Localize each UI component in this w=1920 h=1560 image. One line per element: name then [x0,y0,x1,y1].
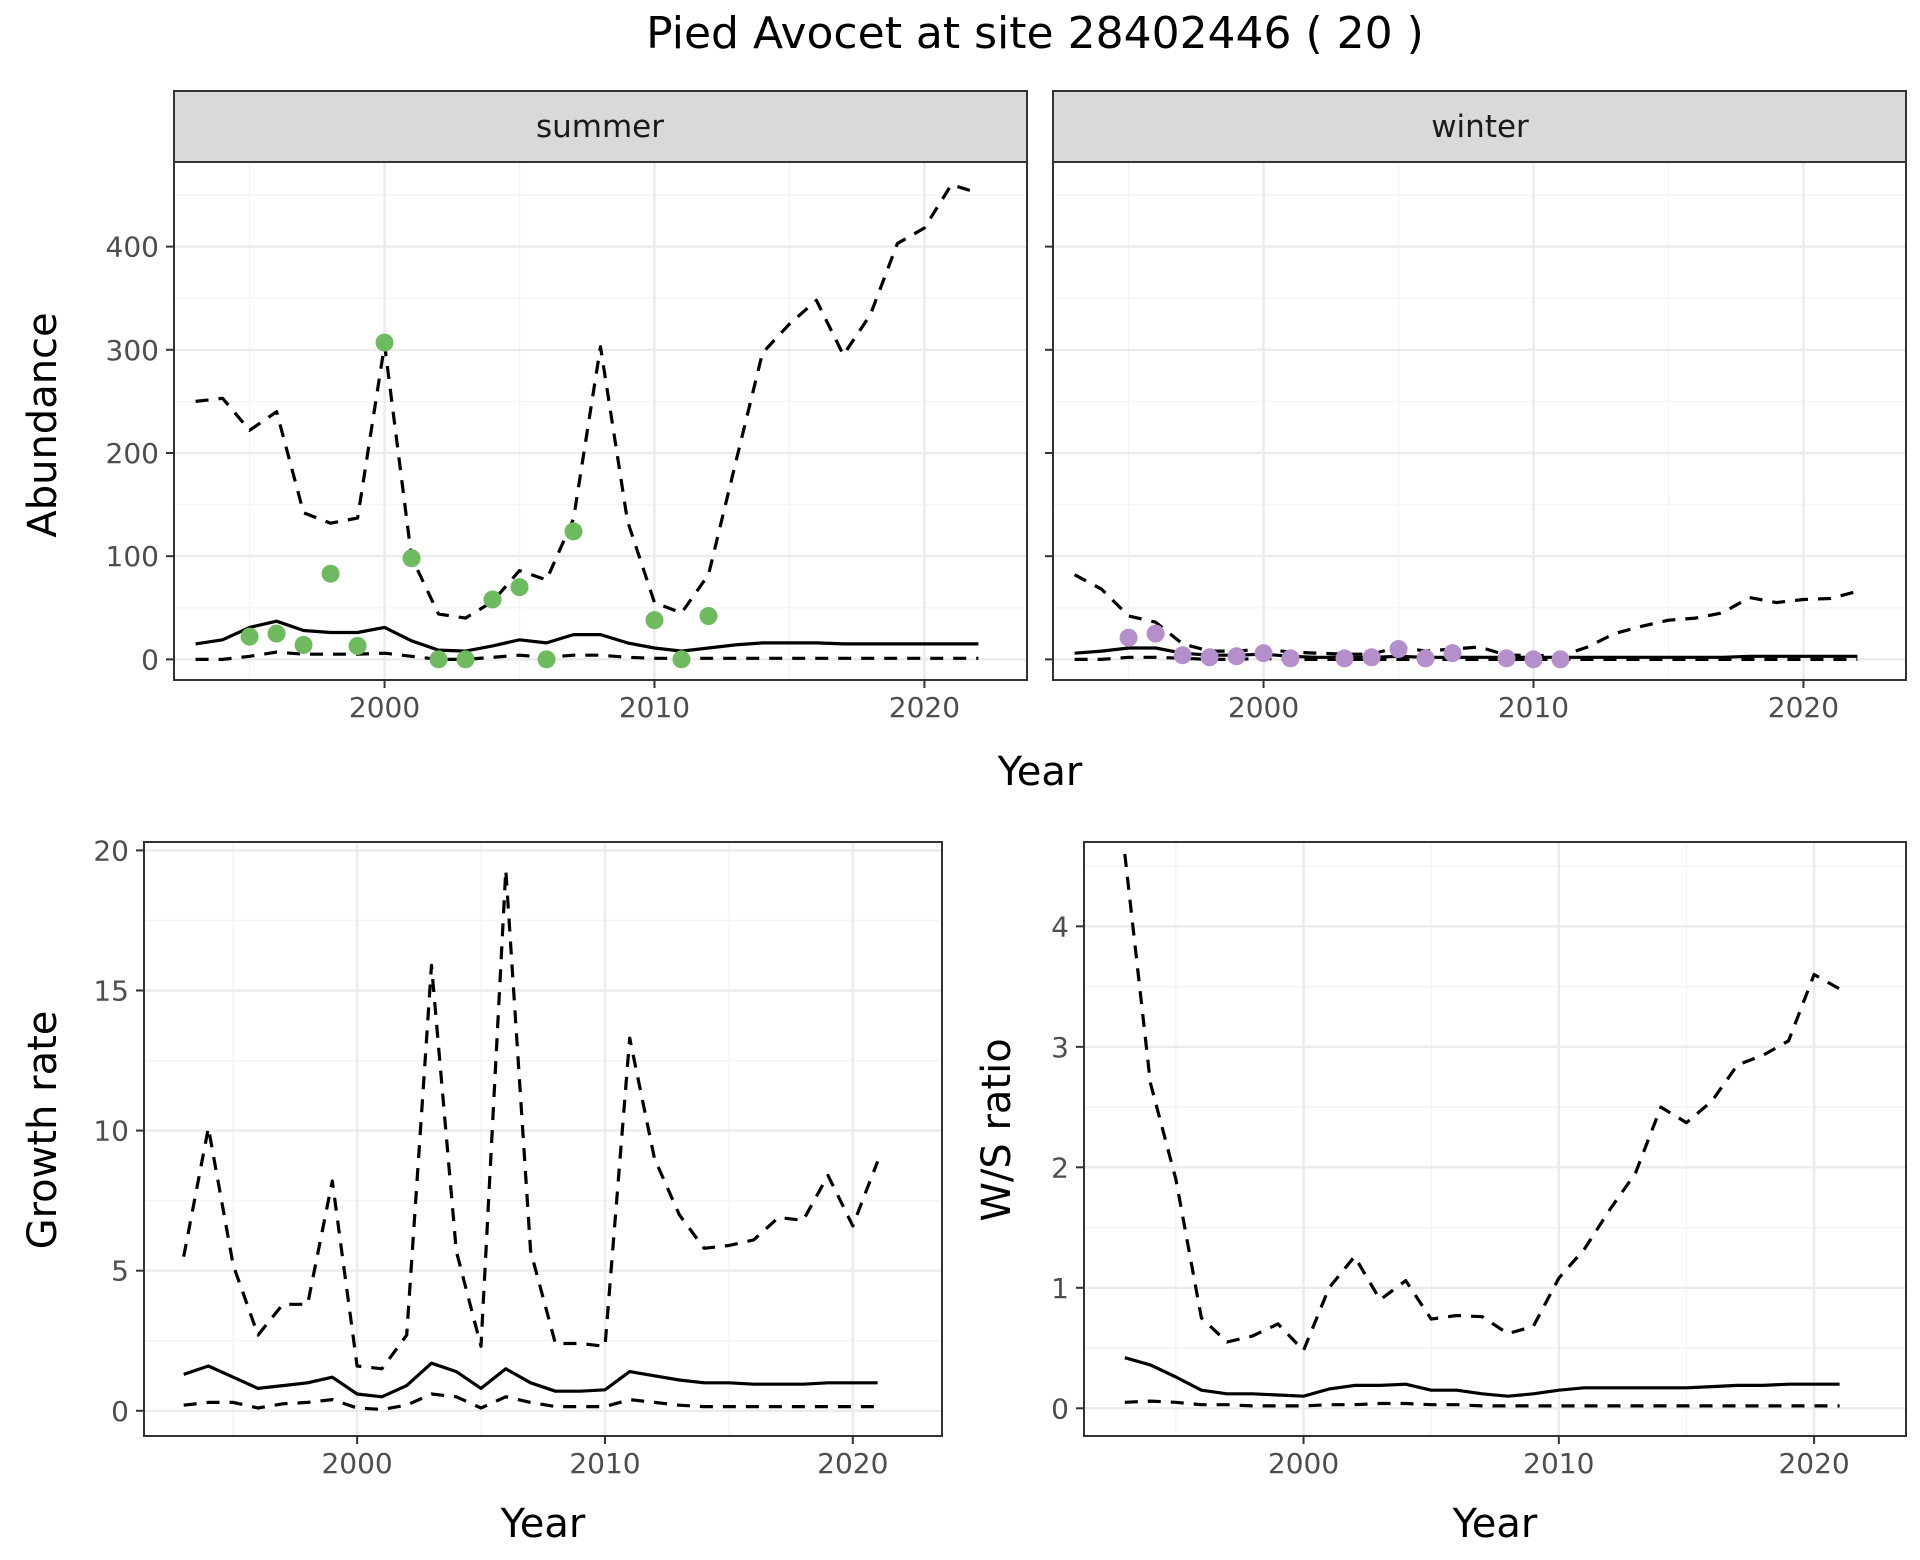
y-tick-label: 200 [106,437,159,470]
data-point [1416,649,1435,668]
data-point [672,650,691,669]
y-tick-label: 2 [1051,1151,1069,1184]
x-tick-label: 2000 [1268,1447,1339,1480]
upper-bound-line [1073,573,1858,658]
data-point [1551,650,1570,669]
data-point [348,636,367,655]
y-tick-label: 0 [141,643,159,676]
y-tick-label: 15 [93,975,129,1008]
mean-line [1124,1356,1840,1398]
y-axis-title-abundance: Abundance [20,312,66,537]
panel-border [1052,161,1907,681]
data-point [1254,644,1273,663]
data-point [1146,624,1165,643]
plot-background [1053,162,1906,680]
data-point [294,635,313,654]
mean-line [195,619,979,653]
data-point [402,549,421,568]
data-point [1227,647,1246,666]
data-point [510,578,529,597]
strip-label-winter: winter [1431,109,1529,145]
strip-summer [173,90,1028,163]
x-tick-label: 2020 [1778,1447,1849,1480]
y-tick-label: 5 [111,1255,129,1288]
data-point [645,611,664,630]
data-point [1335,649,1354,668]
y-tick-label: 3 [1051,1031,1069,1064]
lower-bound-line [183,1392,878,1411]
data-point [564,522,583,541]
x-tick-label: 2000 [349,691,420,724]
panel-border [173,161,1028,681]
lower-bound-line [195,650,979,661]
data-point [429,650,448,669]
lower-bound-line [1124,1399,1840,1408]
chart-title: Pied Avocet at site 28402446 ( 20 ) [646,8,1424,59]
data-point [240,627,259,646]
data-point [267,624,286,643]
x-axis-title-ws-ratio: Year [1452,1501,1538,1547]
x-axis-title-growth-rate: Year [500,1501,586,1547]
upper-bound-line [195,183,979,620]
x-tick-label: 2000 [321,1447,392,1480]
panel-growth-rate: Growth rate Year 2000 2010 2020 0 5 10 15 20 [20,834,943,1547]
y-axis-title-growth-rate: Growth rate [20,1011,66,1250]
y-tick-label: 4 [1051,910,1069,943]
data-point [1119,628,1138,647]
upper-bound-line [182,868,880,1371]
y-tick-label: 10 [93,1115,129,1148]
data-point [537,650,556,669]
x-tick-label: 2010 [569,1447,640,1480]
data-point [321,564,340,583]
x-tick-label: 2000 [1228,691,1299,724]
panel-ws-ratio: W/S ratio Year 2000 2010 2020 0 1 2 3 4 [974,841,1907,1547]
plot-background [174,162,1027,680]
y-tick-label: 20 [93,834,129,867]
data-point [1389,640,1408,659]
x-tick-label: 2010 [619,691,690,724]
panel-abundance-summer: summer Abundance 2000 2010 2020 0 100 200 300 4… [20,90,1028,724]
y-tick-label: 0 [111,1395,129,1428]
y-axis-title-ws-ratio: W/S ratio [974,1038,1020,1221]
data-point [375,333,394,352]
panel-abundance-winter: winter 2000 2010 2020 [1045,90,1907,724]
data-point [1200,648,1219,667]
strip-label-summer: summer [536,109,664,145]
plot-background [144,842,942,1436]
y-tick-label: 300 [106,334,159,367]
data-point [1281,649,1300,668]
x-tick-label: 2010 [1498,691,1569,724]
x-axis-title-abundance: Year [997,749,1083,795]
y-tick-label: 100 [106,540,159,573]
x-tick-label: 2010 [1523,1447,1594,1480]
data-point [1443,644,1462,663]
y-tick-label: 1 [1051,1272,1069,1305]
plot-background [1084,842,1906,1436]
upper-bound-line [1123,853,1841,1353]
data-point [1497,649,1516,668]
data-point [1524,650,1543,669]
panel-border [143,841,943,1437]
x-tick-label: 2020 [889,691,960,724]
x-tick-label: 2020 [817,1447,888,1480]
data-point [456,650,475,669]
y-tick-label: 0 [1051,1392,1069,1425]
data-point [699,607,718,626]
lower-bound-line [1074,655,1858,661]
data-point [1173,646,1192,665]
data-point [1362,648,1381,667]
data-point [483,590,502,609]
panel-border [1083,841,1907,1437]
x-tick-label: 2020 [1768,691,1839,724]
mean-line [183,1361,878,1399]
y-tick-label: 400 [106,231,159,264]
